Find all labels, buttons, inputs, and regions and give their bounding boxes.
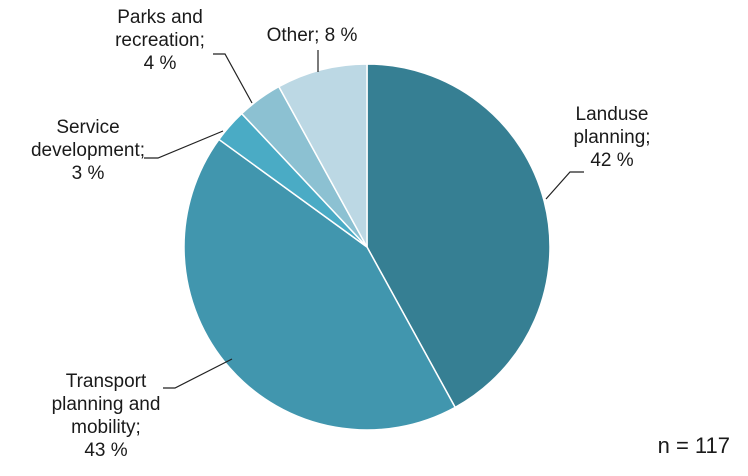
slice-label-line: 42 %	[590, 150, 633, 171]
slice-label-line: 4 %	[144, 53, 177, 74]
leader-line	[545, 171, 584, 200]
slice-label: Service development; 3 %	[31, 117, 145, 184]
leader-line	[213, 53, 253, 104]
slice-label-line: Transport	[66, 371, 147, 392]
slice-label: Landuse planning; 42 %	[573, 104, 650, 171]
slice-label-line: planning and	[52, 394, 161, 415]
slice-label-line: planning;	[573, 127, 650, 148]
slice-label-line: Parks and	[117, 7, 203, 28]
pie-slice	[277, 63, 368, 248]
slice-label: Other; 8 %	[267, 25, 358, 46]
slice-label: Transport planning and mobility; 43 %	[52, 371, 161, 461]
pie-slice	[183, 138, 457, 431]
slice-label-line: Landuse	[576, 104, 649, 125]
slice-label-line: 3 %	[72, 163, 105, 184]
slice-label-line: Service	[56, 117, 119, 138]
leader-line	[144, 130, 224, 159]
slice-label-line: Other; 8 %	[267, 25, 358, 46]
sample-size-note: n = 117	[657, 433, 730, 458]
leader-line	[163, 358, 233, 389]
pie-slice	[366, 63, 551, 409]
slice-label-line: 43 %	[84, 440, 127, 461]
slice-label-line: mobility;	[71, 417, 141, 438]
slice-label-line: recreation;	[115, 30, 205, 51]
slice-label: Parks and recreation; 4 %	[115, 7, 205, 74]
slice-label-line: development;	[31, 140, 145, 161]
